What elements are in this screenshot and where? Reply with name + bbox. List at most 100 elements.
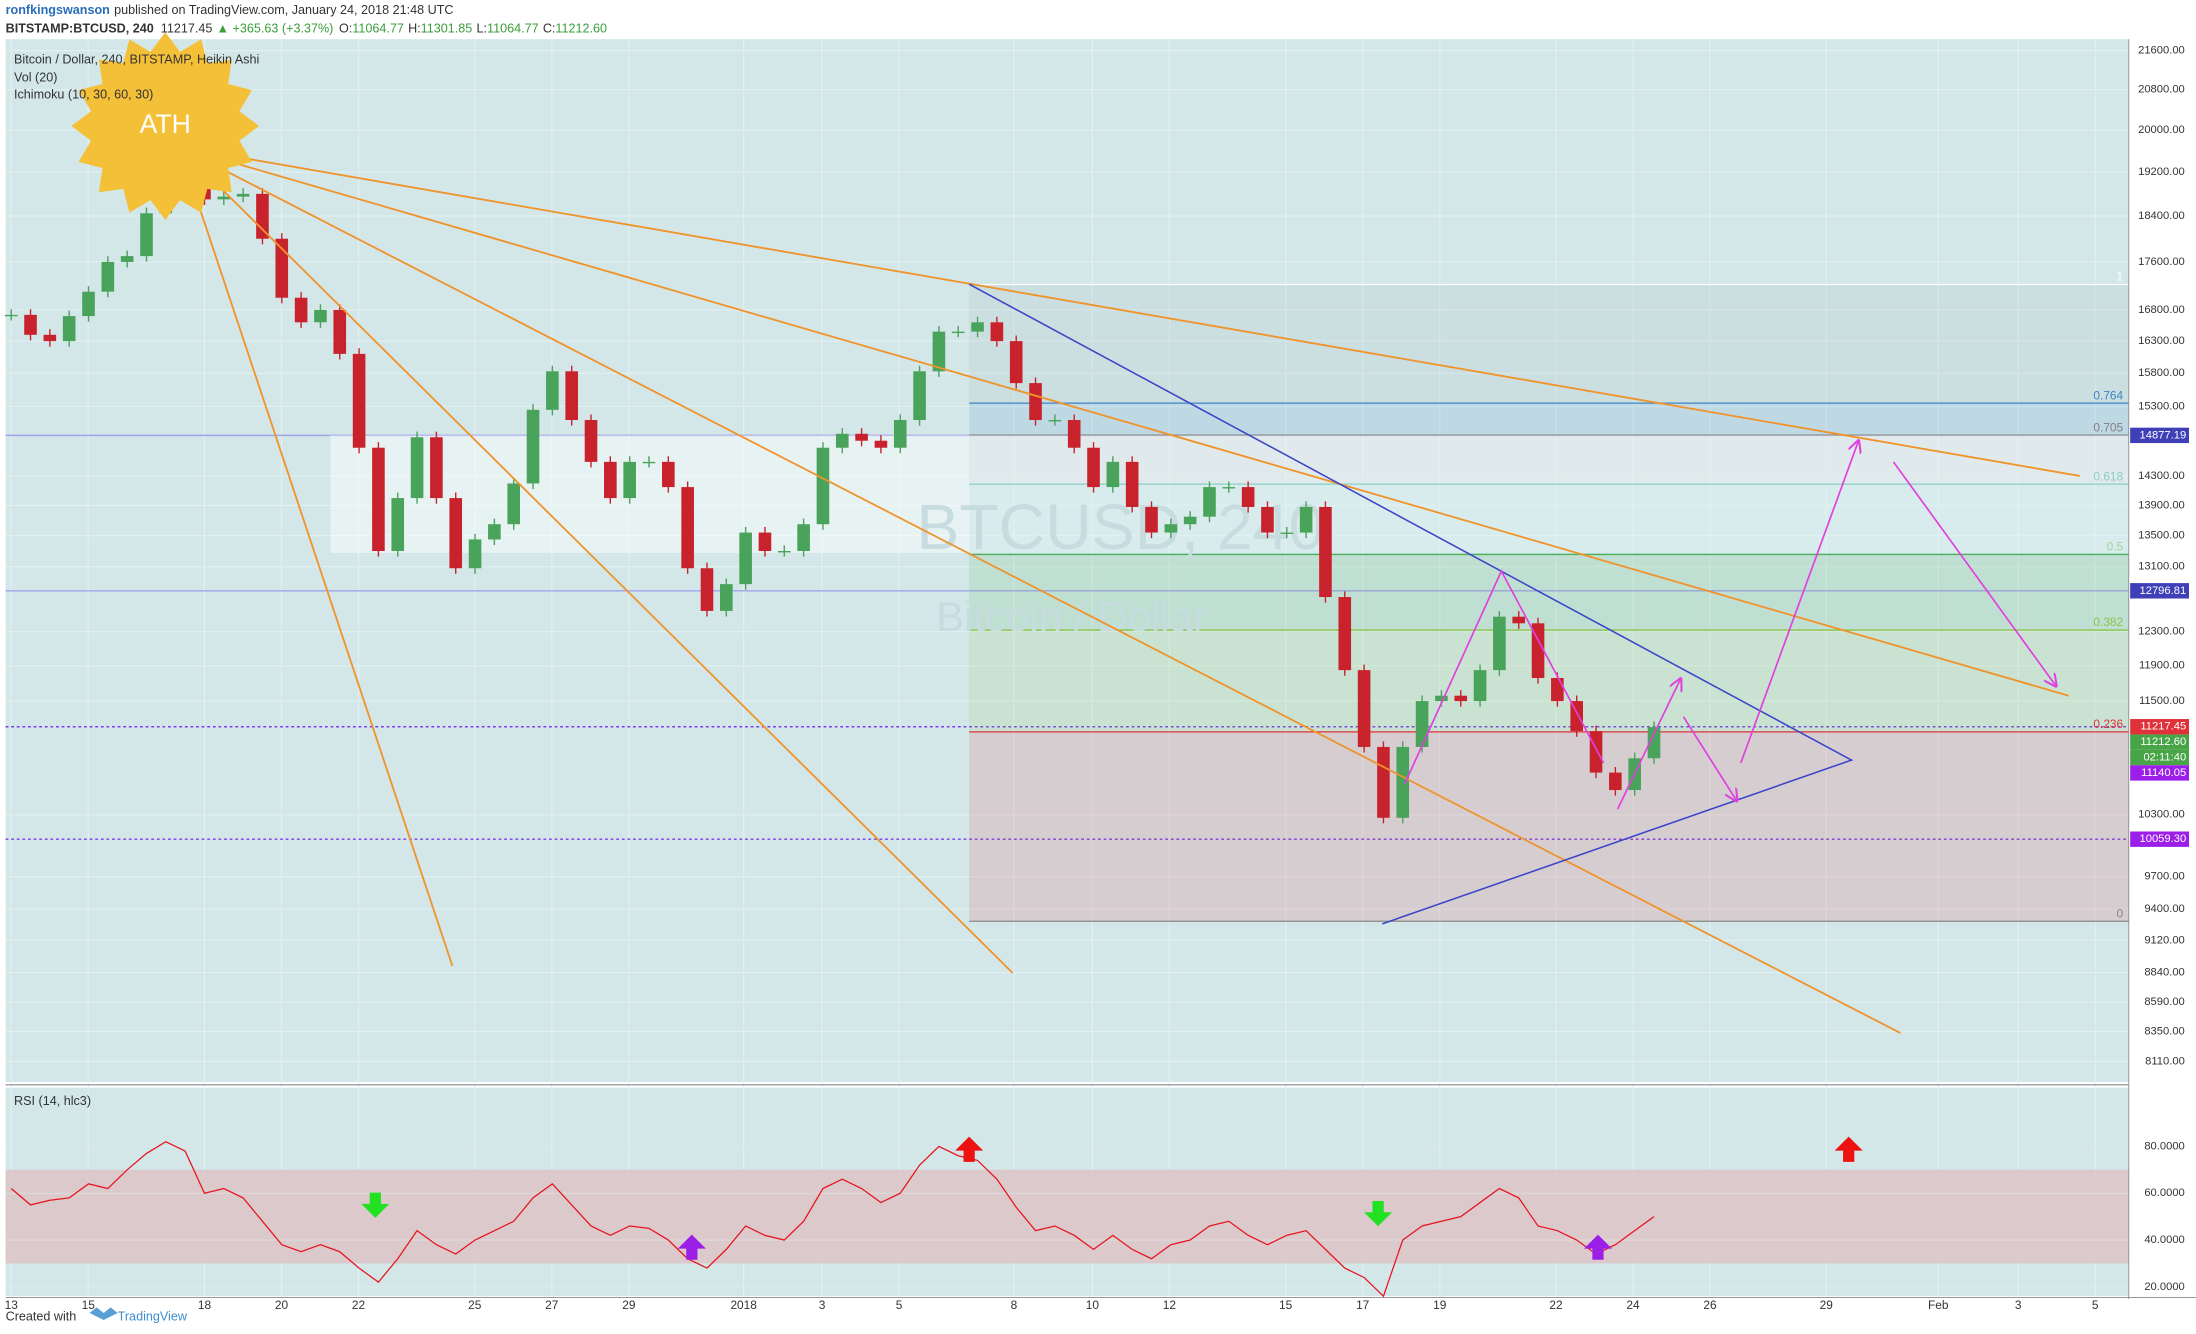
- legend-item: Bitcoin / Dollar, 240, BITSTAMP, Heikin …: [14, 53, 259, 67]
- candle: [101, 261, 115, 292]
- y-tick-label: 10300.00: [2138, 809, 2185, 821]
- fib-label: 0.705: [2093, 420, 2123, 434]
- y-tick-label: 13500.00: [2138, 530, 2185, 542]
- y-tick-label: 8840.00: [2144, 966, 2184, 978]
- candle: [430, 437, 443, 499]
- rsi-title: RSI (14, hlc3): [14, 1094, 91, 1108]
- candle: [352, 353, 366, 448]
- trendline: [178, 146, 1901, 1034]
- candle: [4, 314, 18, 317]
- candle: [604, 461, 617, 499]
- candle: [1280, 532, 1294, 534]
- candle: [140, 213, 153, 257]
- ath-star: [71, 32, 260, 220]
- tv-logo: [89, 1307, 118, 1321]
- x-tick-label: 19: [1433, 1298, 1447, 1312]
- axes: 21600.00 20800.00 20000.00 19200.00 18400.00…: [5, 45, 2189, 1312]
- candle: [662, 461, 675, 488]
- x-tick-label: 18: [198, 1298, 212, 1312]
- x-tick-label: 2018: [730, 1298, 757, 1312]
- price-label: 14877.19: [2140, 429, 2187, 441]
- candle: [236, 193, 250, 197]
- price-label-bg: [2130, 734, 2189, 750]
- candle: [217, 196, 231, 200]
- candle: [1377, 746, 1390, 818]
- fib-label: 0.236: [2093, 717, 2123, 731]
- watermark-name: Bitcoin / Dollar: [936, 593, 1207, 640]
- price-pane: [5, 39, 2129, 1083]
- x-tick-label: 26: [1703, 1298, 1717, 1312]
- rsi-line: [10, 1140, 1655, 1298]
- candle: [526, 409, 540, 484]
- pink-arrow: [1892, 461, 2055, 686]
- candle: [372, 447, 385, 552]
- pink-arrow: [1682, 716, 1736, 801]
- fib-zone: [969, 284, 2129, 404]
- fib-label: 0.382: [2093, 615, 2123, 629]
- candle: [120, 256, 134, 262]
- x-tick-label: 29: [622, 1298, 636, 1312]
- y-tick-label: 12300.00: [2138, 626, 2185, 638]
- candle: [1203, 487, 1216, 517]
- candle: [1493, 616, 1506, 671]
- price-label: 11217.45: [2140, 721, 2186, 733]
- ohlc-value: 11212.60: [555, 22, 607, 36]
- y-tick-label: 20000.00: [2138, 124, 2185, 136]
- candle: [758, 532, 772, 552]
- y-tick-label: 20800.00: [2138, 83, 2185, 95]
- x-tick-label: 25: [468, 1298, 482, 1312]
- fib-label: 0.5: [2107, 540, 2124, 554]
- fib-label: 0.764: [2093, 388, 2123, 402]
- fib-label: 0.618: [2093, 469, 2123, 483]
- candle: [1589, 731, 1603, 773]
- candle: [720, 584, 733, 611]
- x-tick-label: Feb: [1928, 1298, 1949, 1312]
- grid: [5, 39, 2129, 1297]
- y-tick-label: 11500.00: [2139, 695, 2185, 707]
- price-label-bg: [2130, 749, 2189, 766]
- x-tick-label: 3: [819, 1298, 826, 1312]
- ohlc-key: C:: [543, 22, 556, 36]
- candle: [1570, 701, 1583, 732]
- y-tick-label: 9700.00: [2144, 871, 2184, 883]
- candle: [913, 371, 926, 421]
- x-tick-label: 8: [1011, 1298, 1018, 1312]
- watermark-symbol: BTCUSD, 240: [916, 491, 1324, 563]
- candle: [1473, 670, 1487, 702]
- candle: [565, 371, 578, 421]
- candle: [62, 316, 76, 342]
- y-tick-label: 19200.00: [2138, 166, 2185, 178]
- y-tick-label: 13900.00: [2138, 499, 2185, 511]
- price-axis: [2128, 39, 2196, 1300]
- rsi-tick-label: 20.0000: [2144, 1281, 2184, 1293]
- candle: [739, 532, 752, 585]
- candle: [314, 309, 327, 323]
- x-tick-label: 3: [2015, 1298, 2022, 1312]
- y-tick-label: 18400.00: [2138, 210, 2185, 222]
- candle: [256, 193, 269, 239]
- x-tick-label: 22: [352, 1298, 366, 1312]
- red-arrow: [955, 1136, 984, 1162]
- rsi-tick-label: 40.0000: [2144, 1234, 2184, 1246]
- fib-zone: [969, 731, 2129, 922]
- header-line-1: ronfkingswanson published on TradingView.…: [6, 4, 454, 18]
- candle: [1435, 695, 1448, 702]
- change: ▲ +365.63 (+3.37%): [217, 22, 334, 36]
- candle: [1531, 623, 1545, 679]
- candle: [410, 437, 424, 499]
- candle: [1029, 383, 1042, 421]
- author: ronfkingswanson: [6, 4, 110, 18]
- triangle: [968, 283, 1854, 925]
- candle: [1319, 506, 1332, 598]
- candle: [1009, 341, 1023, 384]
- trendline: [178, 146, 454, 967]
- candle: [1164, 524, 1178, 533]
- candle: [1261, 506, 1274, 533]
- candle: [1241, 487, 1255, 507]
- candle: [449, 498, 463, 569]
- y-tick-label: 16800.00: [2138, 304, 2185, 316]
- y-tick-label: 16300.00: [2138, 335, 2185, 347]
- y-tick-label: 8590.00: [2144, 996, 2184, 1008]
- published: published on TradingView.com, January 24…: [114, 4, 453, 18]
- candle: [1299, 506, 1313, 533]
